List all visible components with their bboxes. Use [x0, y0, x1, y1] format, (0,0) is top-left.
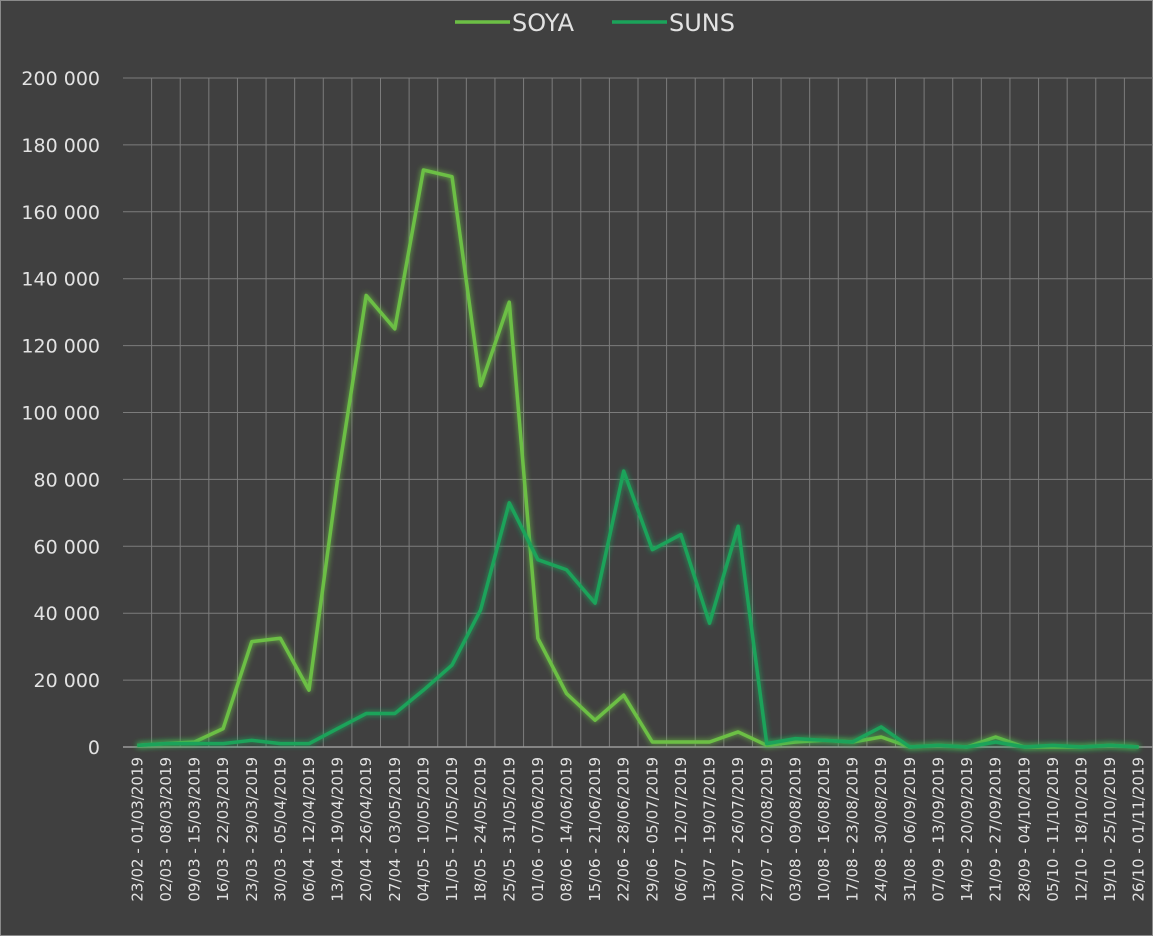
y-tick-label: 140 000 [21, 269, 100, 291]
x-tick-label: 25/05 - 31/05/2019 [500, 757, 518, 902]
x-tick-label: 09/03 - 15/03/2019 [186, 757, 204, 902]
x-tick-label: 02/03 - 08/03/2019 [157, 757, 175, 902]
x-tick-label: 05/10 - 11/10/2019 [1044, 757, 1062, 902]
y-tick-label: 200 000 [21, 68, 100, 90]
x-tick-label: 24/08 - 30/08/2019 [872, 757, 890, 902]
y-tick-label: 0 [88, 737, 100, 759]
x-tick-label: 13/07 - 19/07/2019 [701, 757, 719, 902]
y-tick-label: 160 000 [21, 202, 100, 224]
y-tick-label: 80 000 [34, 469, 100, 491]
x-tick-label: 20/04 - 26/04/2019 [357, 757, 375, 902]
legend-label: SOYA [512, 9, 575, 37]
x-tick-label: 04/05 - 10/05/2019 [414, 757, 432, 902]
x-tick-label: 12/10 - 18/10/2019 [1072, 757, 1090, 902]
x-tick-label: 26/10 - 01/11/2019 [1130, 757, 1148, 902]
x-tick-label: 08/06 - 14/06/2019 [557, 757, 575, 902]
x-tick-label: 22/06 - 28/06/2019 [615, 757, 633, 902]
x-tick-label: 13/04 - 19/04/2019 [329, 757, 347, 902]
y-tick-label: 20 000 [34, 670, 100, 692]
x-tick-label: 16/03 - 22/03/2019 [214, 757, 232, 902]
x-tick-label: 15/06 - 21/06/2019 [586, 757, 604, 902]
x-tick-label: 18/05 - 24/05/2019 [472, 757, 490, 902]
x-tick-label: 14/09 - 20/09/2019 [958, 757, 976, 902]
x-tick-label: 17/08 - 23/08/2019 [844, 757, 862, 902]
series-line [137, 469, 1139, 749]
x-tick-label: 27/04 - 03/05/2019 [386, 757, 404, 902]
x-tick-label: 10/08 - 16/08/2019 [815, 757, 833, 902]
x-tick-label: 03/08 - 09/08/2019 [786, 757, 804, 902]
legend-label: SUNS [669, 9, 735, 37]
x-tick-label: 06/07 - 12/07/2019 [672, 757, 690, 902]
x-tick-label: 31/08 - 06/09/2019 [901, 757, 919, 902]
x-tick-label: 27/07 - 02/08/2019 [758, 757, 776, 902]
x-tick-label: 06/04 - 12/04/2019 [300, 757, 318, 902]
x-tick-label: 28/09 - 04/10/2019 [1015, 757, 1033, 902]
x-tick-label: 11/05 - 17/05/2019 [443, 757, 461, 902]
y-tick-label: 180 000 [21, 135, 100, 157]
x-tick-label: 23/03 - 29/03/2019 [243, 757, 261, 902]
x-tick-label: 07/09 - 13/09/2019 [929, 757, 947, 902]
x-tick-label: 29/06 - 05/07/2019 [643, 757, 661, 902]
y-tick-label: 60 000 [34, 536, 100, 558]
x-tick-label: 01/06 - 07/06/2019 [529, 757, 547, 902]
x-tick-label: 20/07 - 26/07/2019 [729, 757, 747, 902]
y-tick-label: 40 000 [34, 603, 100, 625]
x-tick-label: 21/09 - 27/09/2019 [987, 757, 1005, 902]
x-tick-label: 23/02 - 01/03/2019 [128, 757, 146, 902]
y-tick-label: 120 000 [21, 336, 100, 358]
x-tick-label: 19/10 - 25/10/2019 [1101, 757, 1119, 902]
y-tick-label: 100 000 [21, 403, 100, 425]
x-tick-label: 30/03 - 05/04/2019 [271, 757, 289, 902]
